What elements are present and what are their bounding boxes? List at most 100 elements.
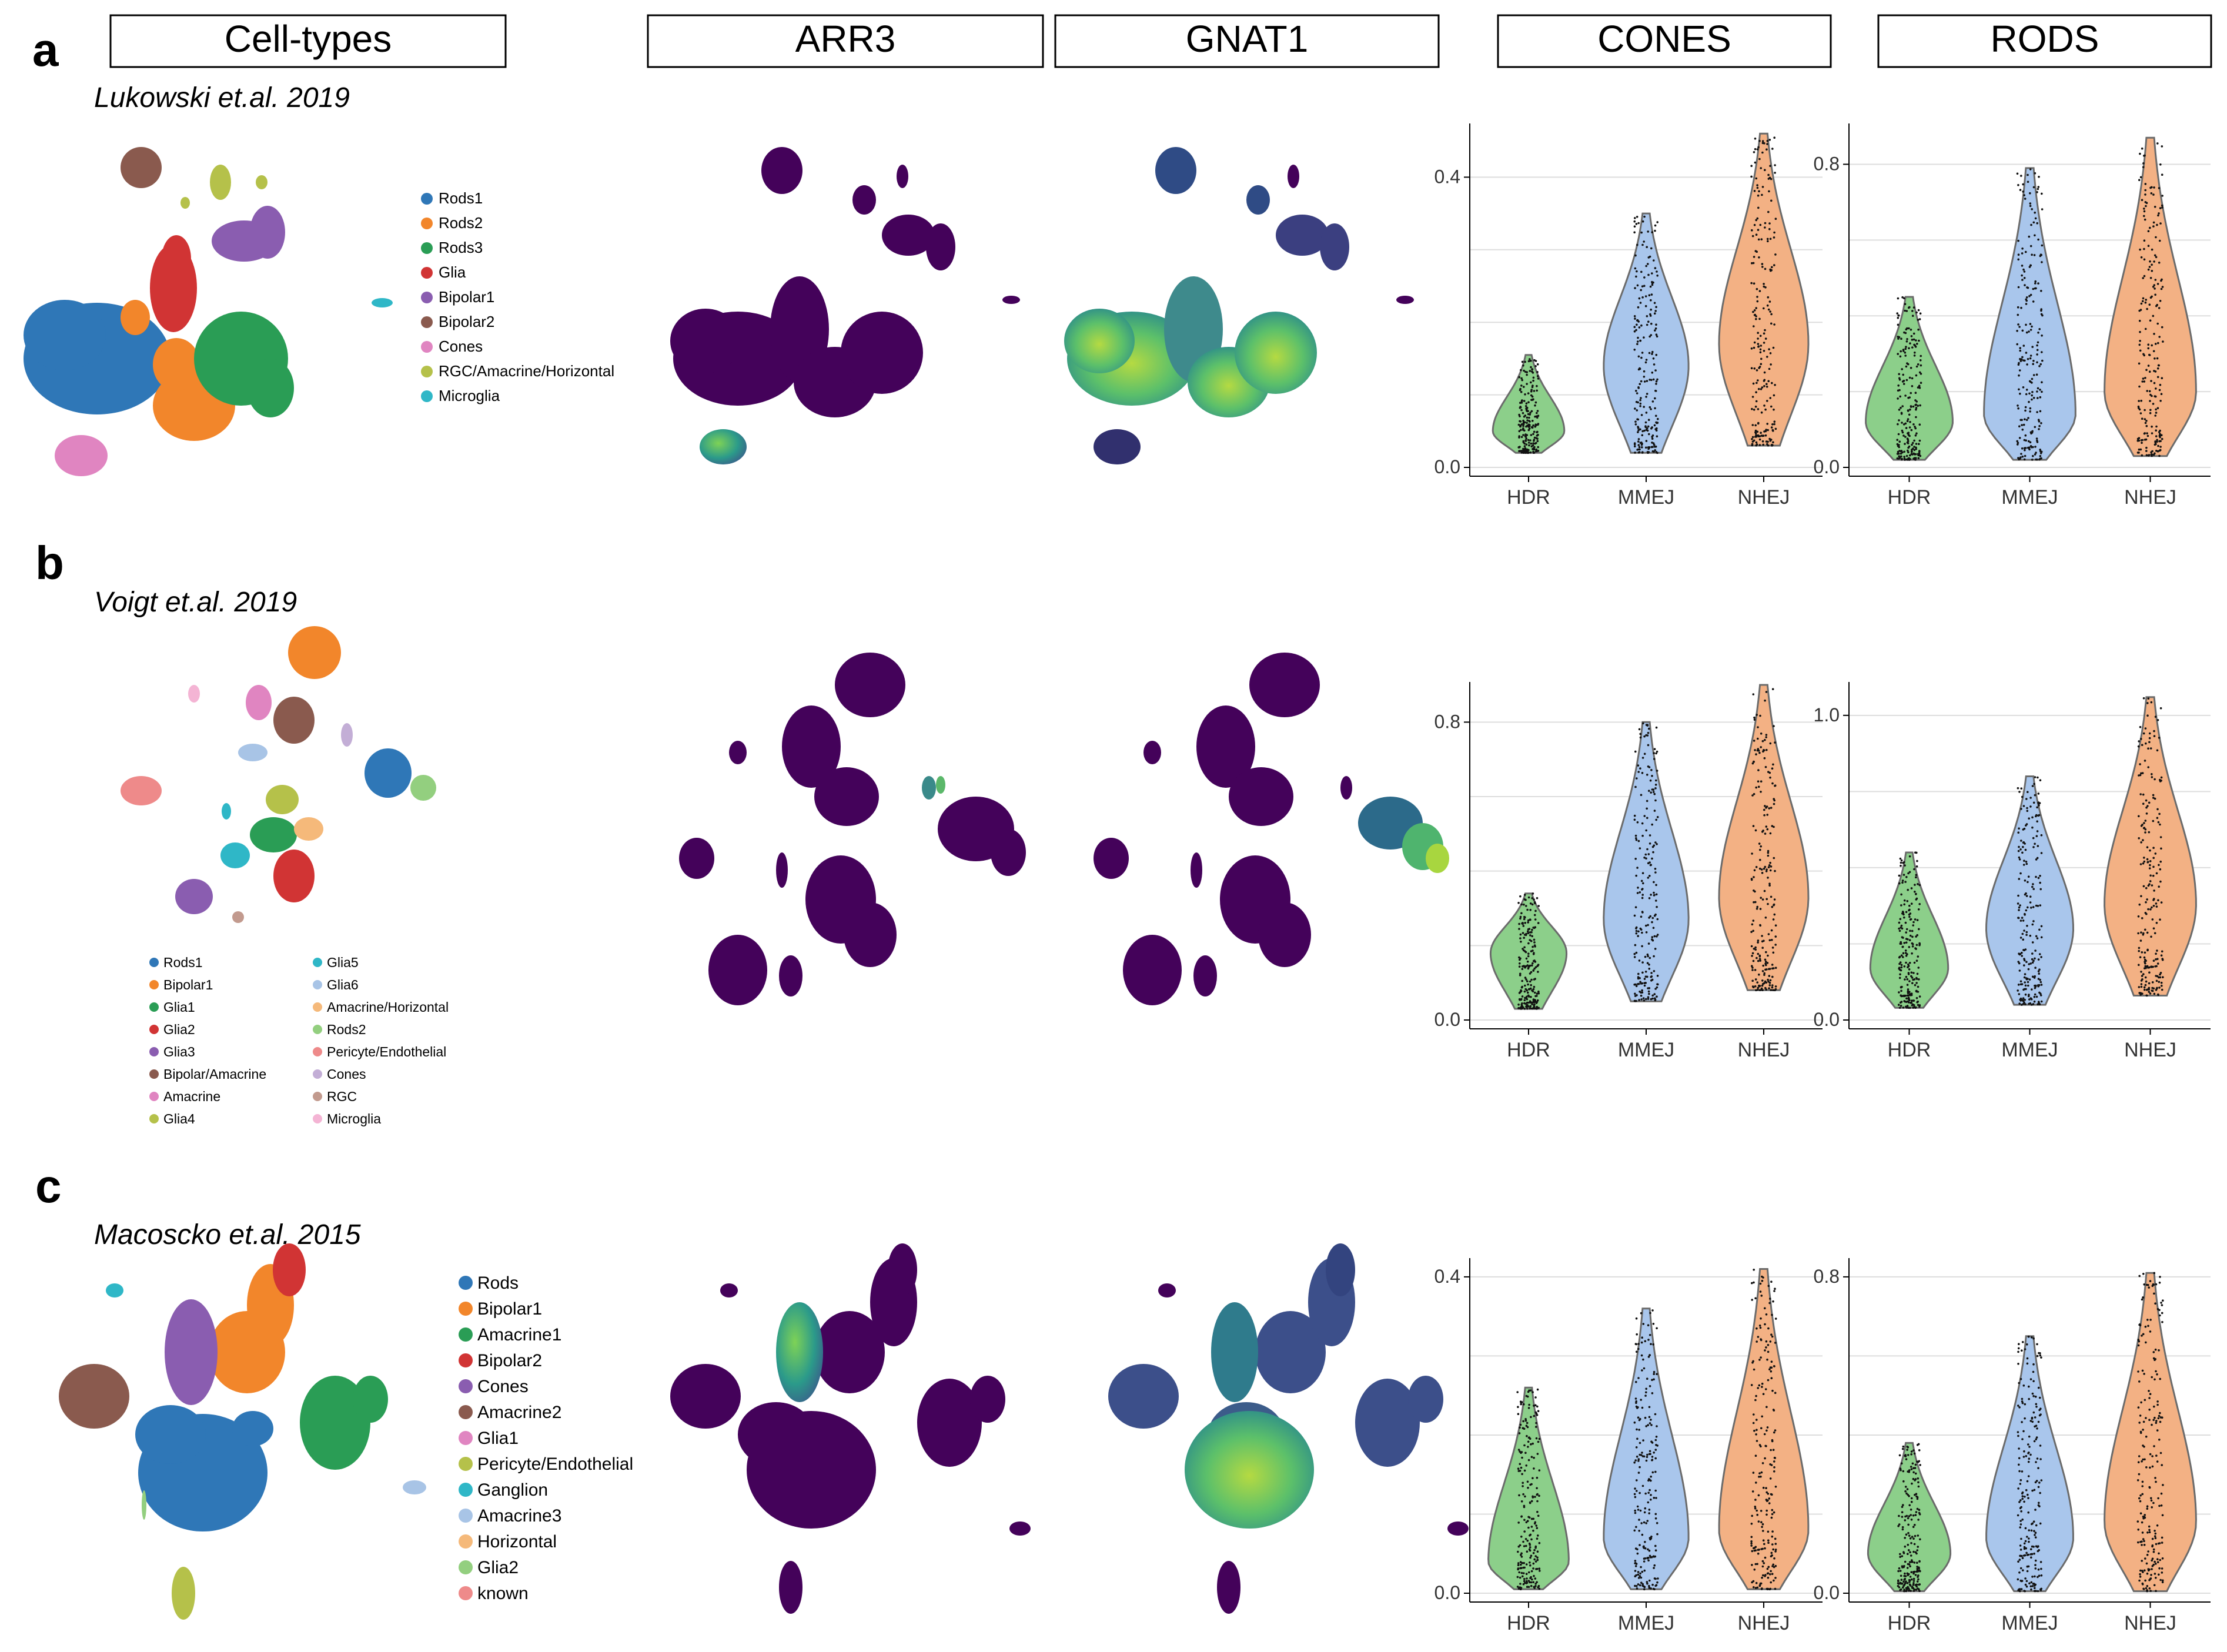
jitter-point xyxy=(1767,1539,1770,1541)
jitter-point xyxy=(2162,1484,2164,1486)
jitter-point xyxy=(2156,439,2158,442)
jitter-point xyxy=(1518,1571,1520,1574)
jitter-point xyxy=(1774,384,1776,386)
jitter-point xyxy=(1525,1005,1527,1008)
jitter-point xyxy=(1655,1436,1658,1438)
jitter-point xyxy=(1641,1533,1644,1536)
jitter-point xyxy=(1645,734,1647,737)
jitter-point xyxy=(1908,908,1911,911)
jitter-point xyxy=(1529,439,1532,442)
jitter-point xyxy=(2024,1577,2027,1580)
jitter-point xyxy=(1764,805,1766,807)
jitter-point xyxy=(1908,904,1911,907)
jitter-point xyxy=(1771,444,1773,447)
jitter-point xyxy=(1755,317,1757,320)
jitter-point xyxy=(1913,868,1915,871)
jitter-point xyxy=(1769,776,1771,779)
jitter-point xyxy=(2140,825,2143,827)
jitter-point xyxy=(2034,1564,2037,1566)
jitter-point xyxy=(1755,219,1757,222)
jitter-point xyxy=(1770,895,1773,898)
jitter-point xyxy=(2031,1522,2034,1525)
jitter-point xyxy=(2034,446,2037,448)
jitter-point xyxy=(1912,1537,1915,1540)
jitter-point xyxy=(2017,443,2019,446)
jitter-point xyxy=(1755,177,1758,180)
jitter-point xyxy=(2155,905,2158,908)
jitter-point xyxy=(1519,1423,1522,1426)
jitter-point xyxy=(1640,1399,1642,1401)
jitter-point xyxy=(1651,845,1654,848)
jitter-point xyxy=(1906,1567,1909,1569)
jitter-point xyxy=(1902,1470,1905,1473)
jitter-point xyxy=(1908,855,1911,858)
jitter-point xyxy=(1641,911,1644,913)
jitter-point xyxy=(2144,928,2146,931)
jitter-point xyxy=(1754,829,1757,832)
jitter-point xyxy=(2151,263,2153,266)
jitter-point xyxy=(2158,986,2161,989)
jitter-point xyxy=(1655,1497,1657,1499)
jitter-point xyxy=(1524,922,1526,924)
jitter-point xyxy=(1918,1513,1921,1516)
jitter-point xyxy=(2144,727,2147,730)
jitter-point xyxy=(1639,1509,1642,1512)
jitter-point xyxy=(1655,893,1658,896)
jitter-point xyxy=(1653,758,1656,760)
jitter-point xyxy=(1768,300,1771,303)
jitter-point xyxy=(1656,750,1658,753)
jitter-point xyxy=(1760,1427,1763,1430)
jitter-point xyxy=(1770,1464,1773,1466)
jitter-point xyxy=(1771,1509,1774,1511)
jitter-point xyxy=(2144,377,2146,379)
jitter-point xyxy=(2144,183,2147,185)
jitter-point xyxy=(1763,283,1765,285)
jitter-point xyxy=(1654,999,1657,1002)
jitter-point xyxy=(1519,915,1522,918)
jitter-point xyxy=(2146,1554,2149,1556)
jitter-point xyxy=(1635,1380,1637,1383)
jitter-point xyxy=(1912,338,1915,341)
jitter-point xyxy=(1532,1529,1534,1532)
jitter-point xyxy=(1519,1007,1521,1009)
jitter-point xyxy=(1897,1570,1900,1573)
jitter-point xyxy=(2159,972,2162,974)
jitter-point xyxy=(2140,772,2142,775)
jitter-point xyxy=(1754,1549,1757,1551)
jitter-point xyxy=(1527,942,1530,945)
jitter-point xyxy=(1641,897,1644,899)
jitter-point xyxy=(1641,834,1644,837)
jitter-point xyxy=(2034,234,2036,237)
jitter-point xyxy=(2148,988,2150,991)
jitter-point xyxy=(1756,749,1759,752)
jitter-point xyxy=(1766,828,1769,831)
jitter-point xyxy=(2141,951,2144,954)
jitter-point xyxy=(1897,316,1900,319)
jitter-point xyxy=(2148,1587,2151,1590)
jitter-point xyxy=(1917,967,1920,969)
jitter-point xyxy=(2148,1409,2151,1411)
jitter-point xyxy=(1904,1486,1907,1488)
jitter-point xyxy=(2032,1380,2035,1383)
jitter-point xyxy=(2144,951,2146,954)
jitter-point xyxy=(1651,936,1654,938)
jitter-point xyxy=(1754,431,1757,434)
jitter-point xyxy=(2145,369,2148,371)
jitter-point xyxy=(1637,1343,1640,1345)
jitter-point xyxy=(1761,1547,1764,1550)
jitter-point xyxy=(2017,1363,2019,1365)
jitter-point xyxy=(2151,1557,2154,1560)
violin-hdr xyxy=(1869,851,1950,1009)
jitter-point xyxy=(1908,457,1910,460)
jitter-point xyxy=(1644,295,1647,297)
jitter-point xyxy=(2141,380,2144,383)
jitter-point xyxy=(1754,424,1757,427)
jitter-point xyxy=(1533,436,1536,439)
jitter-point xyxy=(2155,256,2158,259)
jitter-point xyxy=(1902,423,1905,426)
jitter-point xyxy=(1634,1459,1637,1462)
jitter-point xyxy=(1643,978,1646,980)
jitter-point xyxy=(2031,391,2034,393)
jitter-point xyxy=(1524,449,1527,452)
